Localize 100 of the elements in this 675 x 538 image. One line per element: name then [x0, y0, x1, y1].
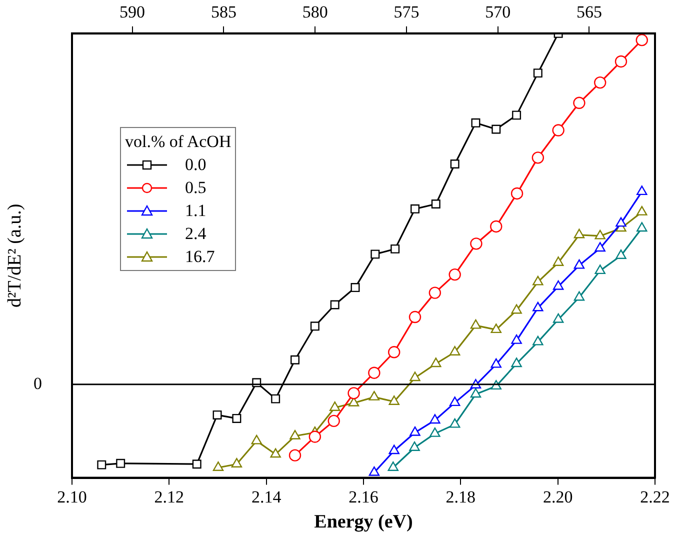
y-axis-title: d²T/dE² (a.u.) [4, 204, 26, 308]
point [288, 449, 302, 462]
x2-tick-label: 590 [120, 2, 146, 22]
point [574, 228, 585, 238]
point [388, 346, 400, 358]
point [492, 124, 501, 134]
x-tick-label: 2.18 [446, 487, 476, 506]
point [532, 276, 544, 286]
point [410, 204, 420, 214]
point [470, 388, 482, 398]
point [616, 250, 626, 259]
point [368, 366, 380, 379]
point [410, 372, 420, 382]
point [290, 430, 300, 440]
point [614, 55, 628, 68]
point [511, 304, 522, 314]
point [290, 355, 300, 364]
point [410, 426, 420, 436]
point [409, 442, 420, 451]
point [470, 319, 482, 329]
point [388, 444, 400, 454]
point [428, 286, 442, 299]
point [350, 283, 360, 292]
point [430, 414, 440, 424]
point [271, 394, 280, 404]
point [330, 300, 340, 310]
x-tick-label: 2.14 [251, 487, 282, 506]
point [594, 242, 606, 252]
legend-label: 16.7 [185, 246, 215, 268]
point [594, 230, 606, 240]
point [449, 346, 460, 356]
x-axis-title: Energy (eV) [314, 512, 413, 533]
point [510, 187, 524, 200]
point [388, 396, 400, 405]
point [616, 217, 626, 227]
legend-title: vol.% of AcOH [125, 131, 232, 153]
point [368, 390, 380, 400]
x-tick-label: 2.10 [57, 487, 87, 506]
point [490, 324, 502, 334]
x2-tick-label: 580 [302, 2, 328, 22]
point [390, 244, 400, 254]
point [511, 358, 522, 368]
point [310, 322, 320, 331]
point [532, 152, 544, 164]
point [511, 334, 522, 344]
point [636, 222, 648, 232]
legend-label: 0.0 [185, 154, 206, 176]
point [574, 291, 585, 301]
point [532, 302, 544, 312]
point [431, 200, 440, 208]
ref-line-label: 0 [34, 374, 42, 393]
x-tick-label: 2.16 [348, 487, 378, 506]
point [368, 466, 380, 476]
point [116, 458, 126, 468]
point [450, 159, 460, 168]
x2-tick-label: 585 [210, 2, 236, 22]
point [636, 206, 648, 216]
point [533, 68, 542, 78]
legend-label: 1.1 [185, 200, 206, 222]
point [512, 110, 522, 120]
point [430, 427, 440, 437]
point [636, 186, 648, 196]
point [490, 220, 502, 233]
point [532, 336, 544, 346]
point [270, 448, 281, 458]
point [594, 264, 606, 274]
point [430, 358, 442, 368]
point [448, 268, 461, 281]
legend-label: 0.5 [185, 177, 206, 199]
x-tick-label: 2.20 [542, 487, 573, 506]
point [251, 434, 262, 444]
point [449, 396, 460, 406]
point [471, 118, 480, 128]
point [552, 256, 564, 266]
point [348, 387, 360, 400]
x2-tick-label: 570 [485, 2, 511, 22]
point [552, 124, 564, 136]
point [328, 414, 340, 428]
point [192, 460, 202, 469]
point [552, 280, 564, 290]
point [490, 358, 502, 368]
point [329, 401, 340, 411]
point [552, 313, 564, 323]
point [212, 410, 222, 420]
x-tick-label: 2.22 [640, 487, 670, 506]
point [370, 250, 380, 259]
point [470, 238, 482, 250]
point [408, 310, 422, 324]
x-tick-label: 2.12 [154, 487, 184, 506]
x2-tick-label: 565 [576, 2, 602, 22]
point [231, 458, 242, 468]
legend-label: 2.4 [185, 223, 206, 245]
point [97, 460, 106, 470]
point [308, 430, 322, 443]
point [449, 418, 460, 428]
point [232, 414, 242, 423]
point [573, 96, 586, 110]
point [636, 34, 648, 46]
point [388, 462, 398, 471]
point [574, 259, 585, 269]
